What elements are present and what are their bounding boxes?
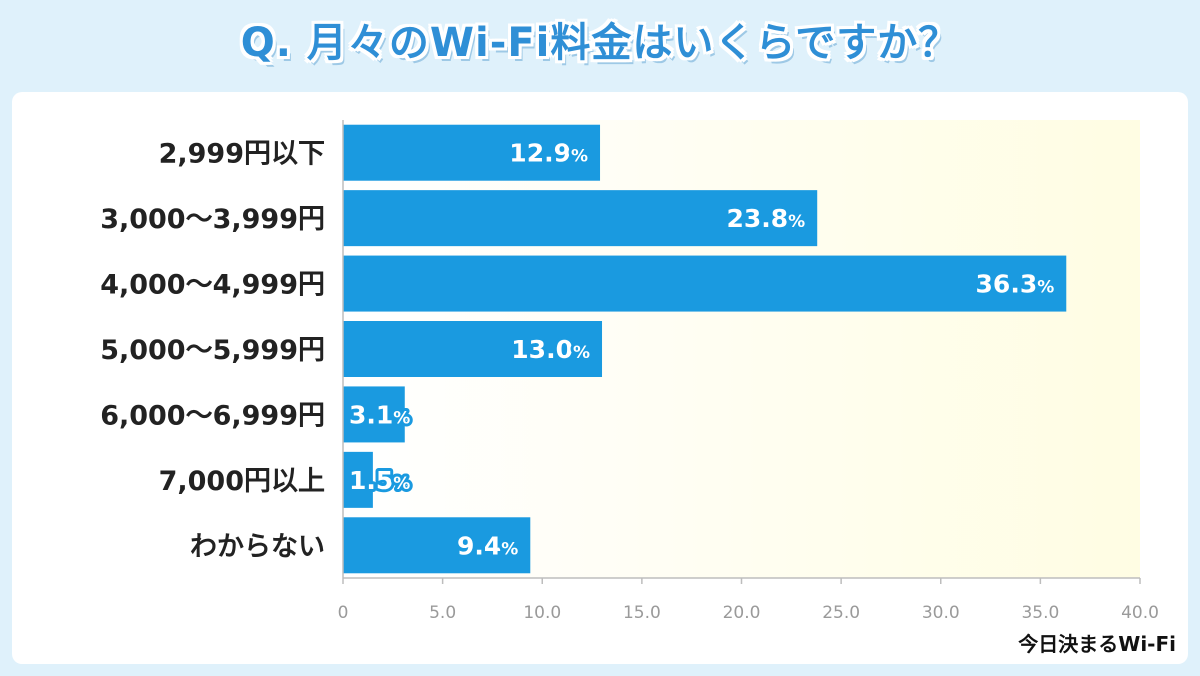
- x-tick-label: 10.0: [523, 603, 561, 623]
- x-tick-label: 35.0: [1021, 603, 1059, 623]
- x-tick-label: 20.0: [723, 603, 761, 623]
- data-label: 9.4%: [457, 531, 518, 560]
- x-tick-label: 25.0: [822, 603, 860, 623]
- bar: [343, 517, 531, 574]
- x-tick-label: 0: [338, 603, 349, 623]
- data-label: 3.1%: [349, 400, 410, 429]
- category-label: 7,000円以上: [159, 466, 325, 497]
- chart-title: Q. 月々のWi-Fi料金はいくらですか？: [240, 20, 960, 66]
- bar: [343, 190, 818, 247]
- bar: [343, 451, 373, 508]
- bar: [343, 386, 405, 443]
- data-label: 36.3%: [976, 270, 1055, 299]
- x-tick-label: 30.0: [922, 603, 960, 623]
- x-tick-label: 40.0: [1121, 603, 1159, 623]
- category-label: 4,000～4,999円: [100, 270, 325, 301]
- data-label: 23.8%: [726, 204, 805, 233]
- category-label: 2,999円以下: [159, 139, 325, 170]
- brand-logo-text: 今日決まるWi-Fi: [1018, 632, 1176, 656]
- category-label: 3,000～3,999円: [100, 204, 325, 235]
- bar: [343, 321, 603, 377]
- category-label: 5,000～5,999円: [100, 335, 325, 366]
- category-label: わからない: [190, 531, 325, 562]
- category-label: 6,000～6,999円: [100, 400, 325, 431]
- x-tick-label: 15.0: [623, 603, 661, 623]
- data-label: 12.9%: [509, 139, 588, 168]
- x-tick-label: 5.0: [429, 603, 456, 623]
- data-label: 13.0%: [511, 335, 590, 364]
- bar: [343, 255, 1067, 312]
- data-label: 1.5%: [349, 466, 410, 495]
- bar: [343, 124, 601, 181]
